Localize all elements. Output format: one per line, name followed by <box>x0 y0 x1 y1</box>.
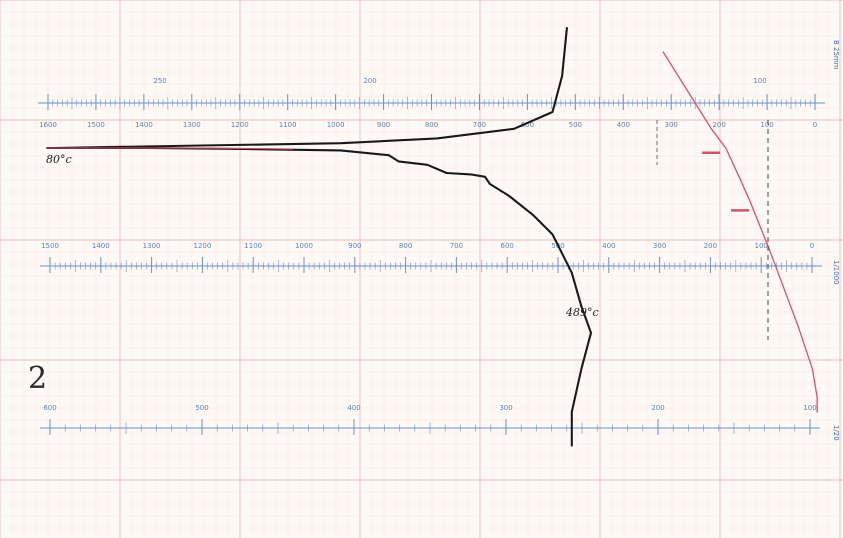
scale-tick-label: 400 <box>617 121 630 129</box>
cooling-curve <box>46 146 593 447</box>
scale-secondary-label: 250 <box>153 77 166 85</box>
scales: 1600 1500 1400 1300 1200 1100 1000 900 800 700 600… <box>38 77 825 435</box>
derivative-curve <box>662 51 818 413</box>
scale-tick-label: 1500 <box>41 242 59 250</box>
scale-tick-label: 700 <box>473 121 486 129</box>
scale-tick-label: 1500 <box>87 121 105 129</box>
scale-tick-label: 800 <box>425 121 438 129</box>
scale-tick-label: 1000 <box>327 121 345 129</box>
scale-tick-label: 1400 <box>135 121 153 129</box>
scale-tick-label: 400 <box>602 242 615 250</box>
annotation-80c: 80°c <box>46 153 72 166</box>
scale-tick-label: 0 <box>813 121 817 129</box>
scale-tick-label: 200 <box>712 121 725 129</box>
scale-tick-label: 500 <box>195 404 208 412</box>
scale-tick-label: 1300 <box>183 121 201 129</box>
labels-layer: 2 80°c 489°c B 25mm 1/1000 1/20 <box>28 40 840 441</box>
scale-tick-label: 1300 <box>143 242 161 250</box>
scale-tick-label: 900 <box>377 121 390 129</box>
figure-label: 2 <box>28 361 47 396</box>
scale-tick-label: 100 <box>803 404 816 412</box>
scale-tick-label: 1600 <box>39 121 57 129</box>
scale-tick-label: 1100 <box>244 242 262 250</box>
scale-secondary-label: 100 <box>753 77 766 85</box>
scale-tick-label: 800 <box>399 242 412 250</box>
scale-tick-label: 1200 <box>231 121 249 129</box>
scale-tick-label: 100 <box>755 242 768 250</box>
scale-tick-label: 200 <box>651 404 664 412</box>
scale-secondary-label: 200 <box>363 77 376 85</box>
scale-tick-label: 300 <box>499 404 512 412</box>
cooling-curve-upper-branch <box>50 26 568 150</box>
scale-tick-label: 600 <box>521 121 534 129</box>
scale-tick-label: 400 <box>347 404 360 412</box>
scale-tick-label: 200 <box>704 242 717 250</box>
scale-tick-label: 1200 <box>193 242 211 250</box>
scale-tick-label: 900 <box>348 242 361 250</box>
side-label-bottom: 1/20 <box>832 425 840 441</box>
side-label-top: B 25mm <box>832 40 840 70</box>
scale-tick-label: 600 <box>501 242 514 250</box>
scale-tick-label: 600 <box>43 404 56 412</box>
scale-tick-label: 500 <box>569 121 582 129</box>
scale-tick-label: 100 <box>760 121 773 129</box>
scale-tick-label: 0 <box>810 242 814 250</box>
scale-tick-label: 1400 <box>92 242 110 250</box>
start-trace <box>46 147 294 150</box>
scale-tick-label: 700 <box>450 242 463 250</box>
scale-tick-label: 300 <box>665 121 678 129</box>
scale-tick-label: 1000 <box>295 242 313 250</box>
scale-tick-label: 1100 <box>279 121 297 129</box>
scale-tick-label: 300 <box>653 242 666 250</box>
side-label-middle: 1/1000 <box>832 260 840 285</box>
annotation-489c: 489°c <box>565 306 599 319</box>
series-layer <box>46 26 818 447</box>
